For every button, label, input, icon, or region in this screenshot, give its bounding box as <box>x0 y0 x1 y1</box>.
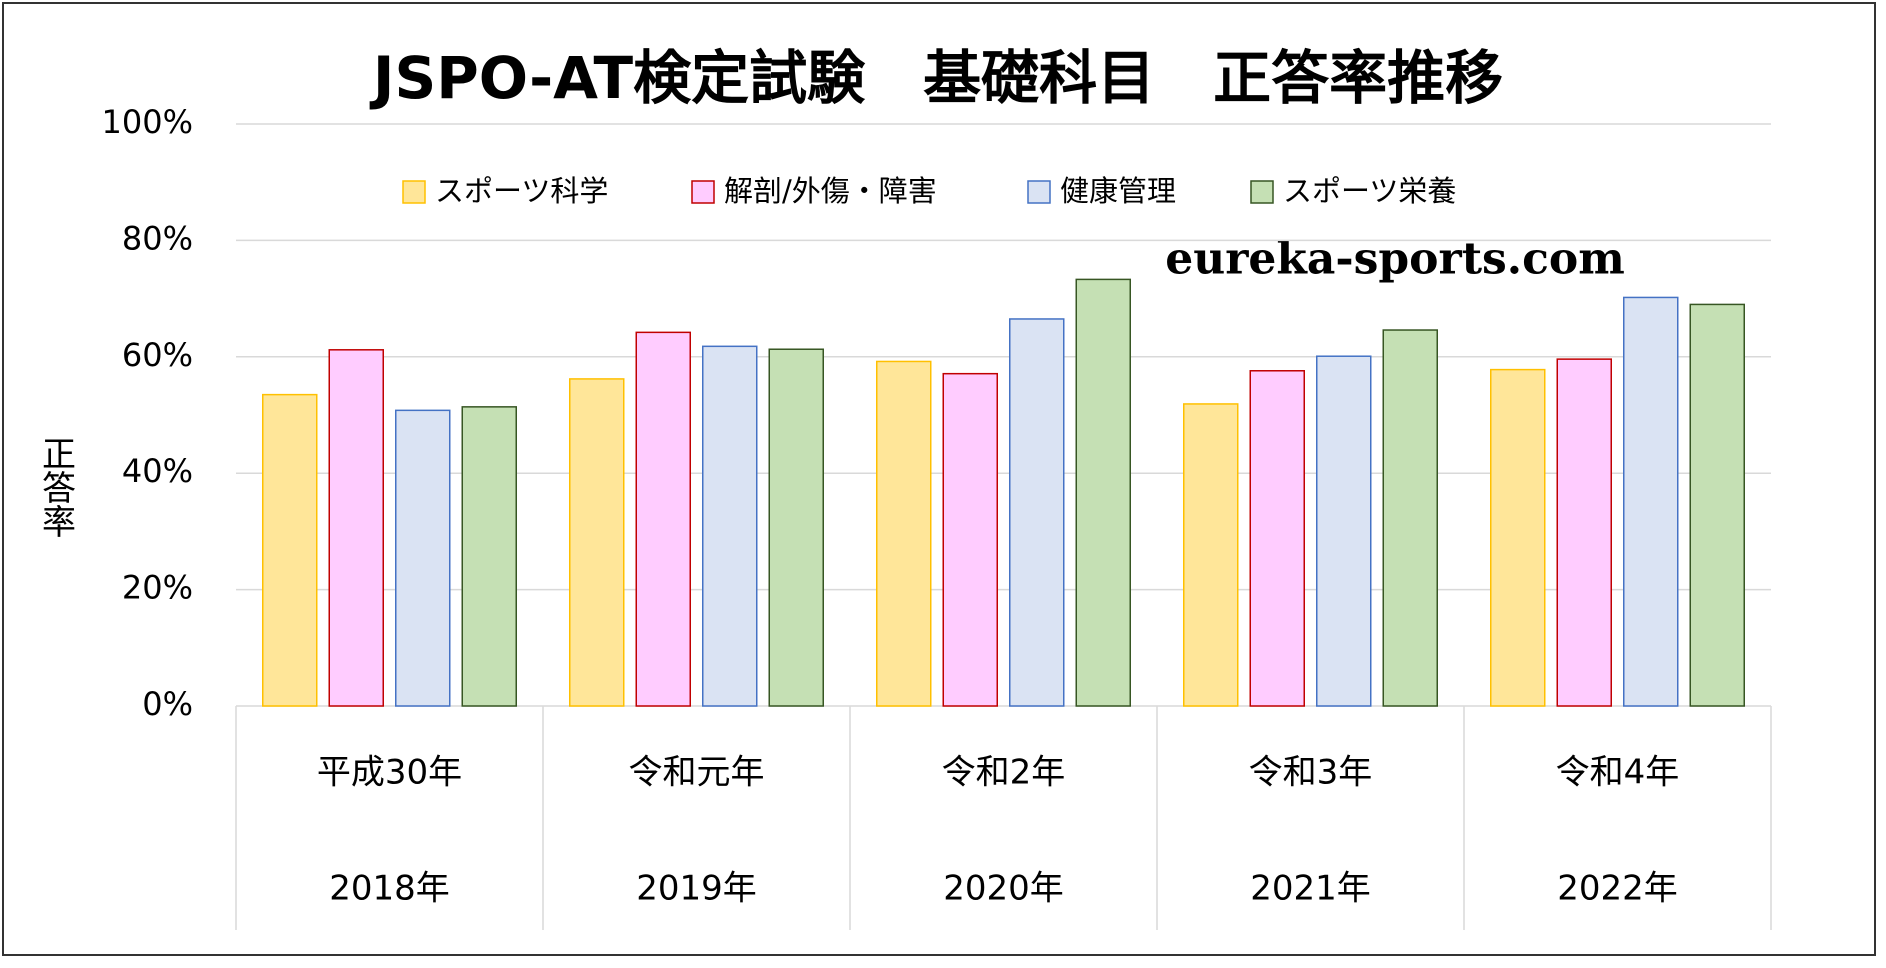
y-axis-label: 正答率 <box>36 436 76 538</box>
legend-label: 解剖/外傷・障害 <box>724 174 937 208</box>
x-tick-label: 令和4年 <box>1556 753 1680 793</box>
legend-swatch <box>1250 180 1274 204</box>
bar <box>702 345 758 707</box>
legend-label: スポーツ科学 <box>435 174 608 208</box>
legend-label: スポーツ栄養 <box>1283 174 1456 208</box>
x-tick-label: 平成30年 <box>317 753 462 793</box>
bar <box>768 348 824 707</box>
bar <box>1556 358 1612 707</box>
bar <box>942 372 998 707</box>
bar <box>1689 303 1745 707</box>
x-tick-label: 2022年 <box>1557 869 1678 909</box>
legend-label: 健康管理 <box>1060 174 1176 208</box>
x-tick-label: 2021年 <box>1250 869 1371 909</box>
bar <box>1009 318 1065 707</box>
bar <box>876 360 932 707</box>
y-tick-label: 20% <box>122 569 193 607</box>
bar <box>1490 368 1546 707</box>
legend-swatch <box>691 180 715 204</box>
bar <box>1249 370 1305 707</box>
bar <box>635 331 691 707</box>
x-tick-label: 令和3年 <box>1249 753 1373 793</box>
bar <box>461 406 517 707</box>
x-tick-label: 令和元年 <box>629 753 765 793</box>
x-tick-label: 2020年 <box>943 869 1064 909</box>
watermark: eureka-sports.com <box>1165 234 1625 285</box>
bar <box>1623 296 1679 707</box>
chart-title: JSPO-AT検定試験 基礎科目 正答率推移 <box>369 44 1503 112</box>
legend-swatch <box>1027 180 1051 204</box>
bar <box>1382 329 1438 707</box>
bar <box>395 409 451 707</box>
bar <box>1316 355 1372 707</box>
y-tick-label: 60% <box>122 336 193 374</box>
y-tick-label: 0% <box>142 685 193 723</box>
bar <box>569 378 625 707</box>
y-tick-label: 40% <box>122 452 193 490</box>
bar <box>1075 278 1131 707</box>
y-tick-label: 80% <box>122 219 193 257</box>
legend-swatch <box>402 180 426 204</box>
bar <box>262 393 318 707</box>
bar <box>328 349 384 707</box>
bar <box>1183 403 1239 707</box>
x-tick-label: 令和2年 <box>942 753 1066 793</box>
y-tick-label: 100% <box>102 103 193 141</box>
x-tick-label: 2018年 <box>329 869 450 909</box>
x-tick-label: 2019年 <box>636 869 757 909</box>
